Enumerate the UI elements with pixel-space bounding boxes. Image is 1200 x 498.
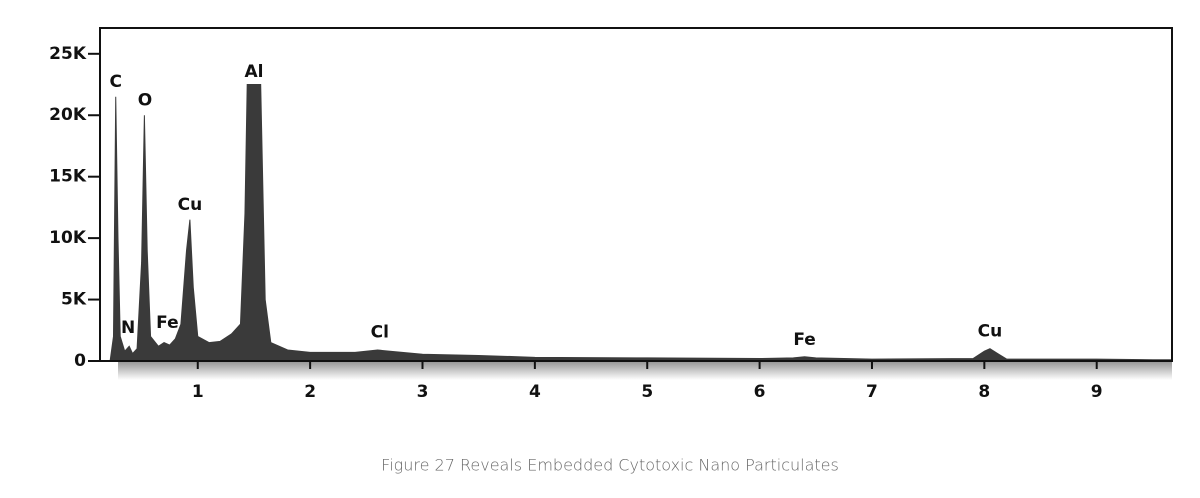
x-tick-label: 5 bbox=[641, 382, 653, 402]
peak-label: Al bbox=[244, 62, 263, 82]
peak-label: N bbox=[121, 318, 135, 338]
axis-shadow bbox=[118, 362, 1172, 380]
y-tick-label: 25K bbox=[49, 44, 87, 64]
y-tick-label: 5K bbox=[61, 290, 87, 310]
x-tick-label: 9 bbox=[1091, 382, 1103, 402]
peak-label: Cu bbox=[978, 322, 1003, 342]
peak-label: Fe bbox=[793, 330, 815, 350]
y-tick-label: 10K bbox=[49, 228, 87, 248]
peak-label: Fe bbox=[156, 313, 178, 333]
peak-label: Cu bbox=[178, 195, 203, 215]
peak-label: O bbox=[138, 90, 152, 110]
x-tick-label: 6 bbox=[754, 382, 766, 402]
peak-label: Cl bbox=[371, 323, 389, 343]
plot-frame bbox=[99, 27, 1173, 362]
x-tick-label: 3 bbox=[417, 382, 429, 402]
x-tick-label: 4 bbox=[529, 382, 541, 402]
y-tick-label: 0 bbox=[74, 351, 86, 371]
peak-label: C bbox=[109, 72, 121, 92]
x-tick-label: 8 bbox=[978, 382, 990, 402]
x-tick-label: 1 bbox=[192, 382, 204, 402]
x-tick-label: 7 bbox=[866, 382, 878, 402]
y-tick-label: 20K bbox=[49, 105, 87, 125]
caption: Figure 27 Reveals Embedded Cytotoxic Nan… bbox=[381, 456, 839, 475]
spectrum bbox=[109, 84, 1173, 362]
y-tick-label: 15K bbox=[49, 167, 87, 187]
x-tick-label: 2 bbox=[304, 382, 316, 402]
